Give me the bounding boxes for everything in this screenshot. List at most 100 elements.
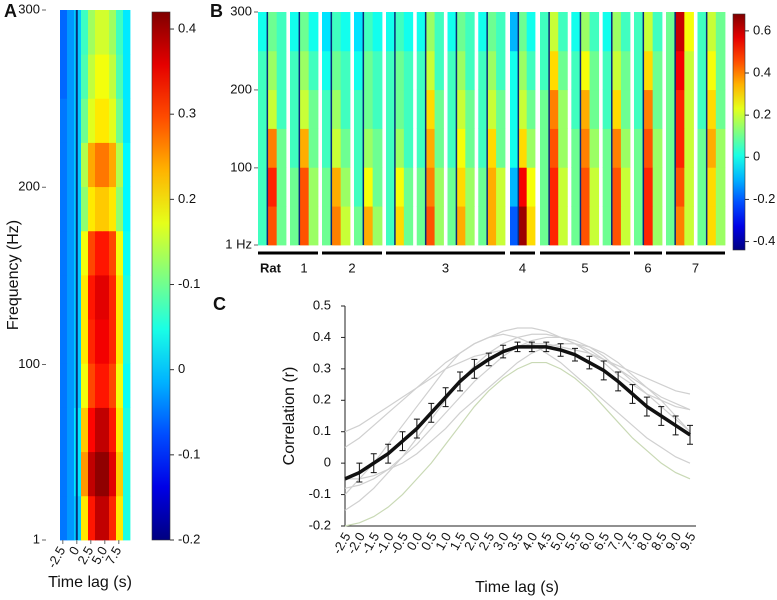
heatmap-cell	[715, 12, 726, 52]
heatmap-cell	[465, 89, 475, 129]
heatmap-cell	[290, 128, 300, 168]
error-bar	[629, 384, 636, 404]
x-tick-label: -2.5	[44, 544, 68, 571]
heatmap-cell	[308, 128, 319, 168]
heatmap-cell	[715, 89, 726, 129]
y-tick-label: 0.3	[313, 360, 331, 375]
heatmap-cell	[602, 128, 613, 168]
heatmap-cell	[684, 50, 694, 91]
heatmap-cell	[666, 89, 676, 129]
heatmap-cell	[322, 50, 332, 91]
heatmap-cell	[589, 50, 600, 91]
heatmap-cell	[363, 128, 374, 168]
error-bar	[672, 415, 679, 436]
heatmap-cell	[715, 167, 726, 207]
heatmap-cell	[81, 230, 89, 276]
heatmap-cell	[363, 12, 374, 52]
heatmap-cell	[109, 10, 117, 55]
heatmap-cell	[308, 50, 319, 91]
heatmap-cell	[571, 128, 581, 168]
heatmap-cell	[611, 89, 622, 129]
heatmap-cell	[666, 50, 676, 91]
heatmap-cell	[684, 12, 694, 52]
heatmap-cell	[331, 50, 342, 91]
y-tick-label: 100	[230, 159, 252, 174]
heatmap-cell	[60, 319, 68, 364]
heatmap-cell	[123, 275, 131, 320]
heatmap-cell	[403, 89, 414, 129]
heatmap-cell	[267, 12, 278, 52]
heatmap-cell	[60, 98, 68, 143]
error-bar	[500, 344, 507, 359]
error-bar	[442, 387, 449, 408]
error-bar	[370, 453, 377, 474]
heatmap-cell	[267, 89, 278, 129]
heatmap-cell	[706, 206, 717, 246]
heatmap-cell	[95, 451, 103, 497]
heatmap-cell	[394, 89, 405, 129]
heatmap-cell	[684, 167, 694, 207]
heatmap-cell	[116, 495, 124, 541]
error-bar	[457, 371, 463, 392]
heatmap-cell	[109, 54, 117, 99]
heatmap-cell	[540, 12, 550, 52]
heatmap-cell	[331, 12, 342, 52]
colorbar-tick-label: -0.1	[178, 276, 200, 291]
heatmap-cell	[611, 128, 622, 168]
y-tick-label: -0.1	[309, 486, 331, 501]
heatmap-cell	[526, 50, 536, 91]
heatmap-cell	[258, 12, 268, 52]
heatmap-cell	[81, 495, 89, 541]
heatmap-cell	[67, 54, 75, 99]
x-axis-label: Time lag (s)	[48, 574, 132, 591]
heatmap-cell	[67, 319, 75, 364]
heatmap-cell	[549, 167, 559, 207]
heatmap-cell	[434, 128, 444, 168]
heatmap-cell	[372, 12, 383, 52]
heatmap-cell	[589, 12, 600, 52]
mean-line	[344, 345, 691, 481]
heatmap-cell	[386, 12, 396, 52]
heatmap-cell	[340, 89, 351, 129]
heatmap-cell	[81, 363, 89, 408]
session-line	[344, 333, 691, 511]
heatmap-cell	[620, 167, 631, 207]
heatmap-cell	[518, 128, 528, 168]
heatmap-cell	[456, 167, 466, 207]
heatmap-cell	[123, 98, 131, 143]
colorbar-tick-label: 0.6	[753, 22, 771, 37]
rat-label: 4	[519, 260, 526, 275]
heatmap-cell	[620, 128, 631, 168]
heatmap-cell	[267, 50, 278, 91]
heatmap-cell	[652, 12, 663, 52]
heatmap-cell	[67, 98, 75, 143]
heatmap-cell	[487, 206, 497, 246]
heatmap-cell	[299, 50, 310, 91]
group-label: Rat	[260, 260, 282, 275]
y-tick-label: 200	[230, 81, 252, 96]
heatmap-cell	[88, 186, 96, 232]
heatmap-cell	[123, 10, 131, 55]
heatmap-cell	[322, 167, 332, 207]
heatmap-cell	[95, 54, 103, 99]
heatmap-cell	[715, 206, 726, 246]
heatmap-cell	[602, 50, 613, 91]
heatmap-cell	[518, 167, 528, 207]
heatmap-cell	[447, 50, 457, 91]
heatmap-cell	[123, 407, 131, 453]
heatmap-cell	[620, 206, 631, 246]
heatmap-cell	[102, 495, 110, 541]
error-bar	[356, 462, 363, 483]
heatmap-cell	[549, 128, 559, 168]
heatmap-cell	[109, 451, 117, 497]
heatmap-cell	[549, 50, 559, 91]
heatmap-cell	[487, 89, 497, 129]
heatmap-cell	[340, 12, 351, 52]
heatmap-cell	[276, 167, 287, 207]
heatmap-cell	[526, 206, 536, 246]
heatmap-cell	[675, 206, 685, 246]
heatmap-cell	[589, 167, 600, 207]
heatmap-cell	[258, 128, 268, 168]
heatmap-cell	[363, 50, 374, 91]
heatmap-cell	[331, 167, 342, 207]
